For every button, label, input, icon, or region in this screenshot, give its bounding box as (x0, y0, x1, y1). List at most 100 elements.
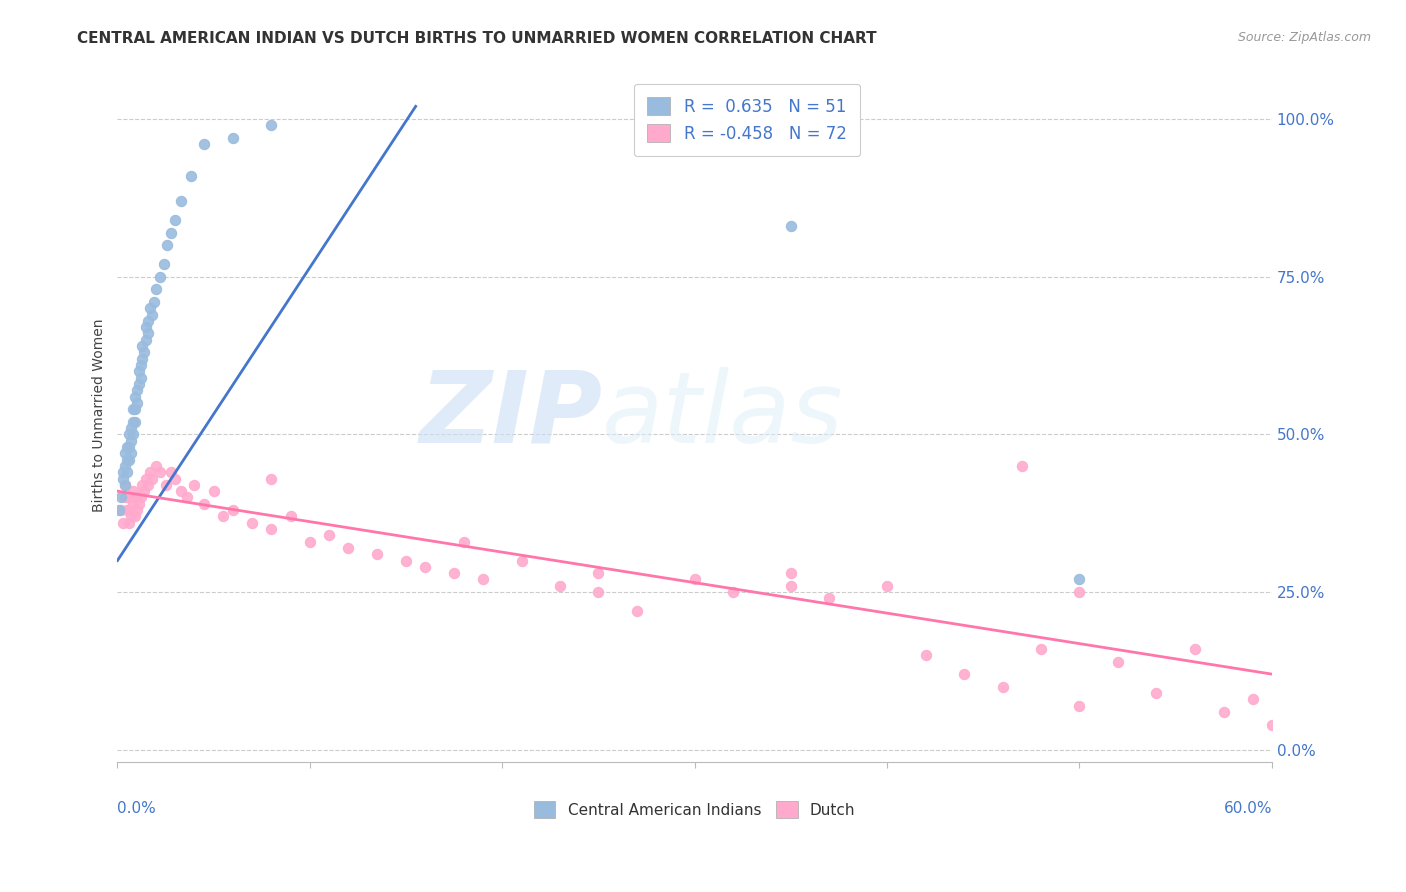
Point (165, 213, 187, 227)
Point (110, 503, 132, 517)
Point (914, 648, 936, 663)
Point (180, 169, 202, 183)
Point (114, 458, 136, 473)
Point (779, 566, 801, 581)
Point (170, 194, 193, 208)
Point (202, 484, 225, 499)
Point (212, 509, 235, 524)
Point (143, 294, 166, 309)
Point (337, 541, 360, 555)
Point (298, 534, 321, 549)
Point (112, 472, 135, 486)
Point (121, 415, 143, 429)
Point (1146, 686, 1168, 700)
Point (121, 427, 143, 442)
Point (131, 351, 153, 366)
Point (125, 396, 148, 410)
Point (318, 528, 340, 542)
Point (129, 370, 152, 384)
Point (260, 472, 283, 486)
Point (683, 573, 706, 587)
Point (721, 585, 744, 599)
Point (125, 383, 148, 397)
Point (366, 547, 388, 561)
Point (193, 137, 215, 152)
Point (141, 308, 163, 322)
Text: 0.0%: 0.0% (118, 801, 156, 815)
Point (1029, 641, 1052, 656)
Point (121, 497, 143, 511)
Point (145, 282, 167, 296)
Point (136, 326, 159, 341)
Point (1261, 717, 1284, 731)
Point (510, 553, 533, 567)
Point (139, 301, 162, 316)
Point (395, 553, 418, 567)
Point (145, 458, 167, 473)
Point (115, 503, 138, 517)
Point (118, 516, 141, 530)
Point (260, 118, 283, 132)
Point (128, 497, 150, 511)
Point (818, 591, 841, 606)
Point (136, 478, 159, 492)
Point (124, 402, 146, 417)
Point (114, 478, 136, 492)
Point (413, 560, 436, 574)
Point (453, 534, 475, 549)
Point (129, 491, 152, 505)
Point (131, 339, 153, 353)
Point (152, 257, 174, 271)
Point (1069, 573, 1091, 587)
Point (991, 680, 1014, 694)
Point (134, 345, 156, 359)
Point (548, 579, 571, 593)
Point (120, 491, 142, 505)
Point (134, 484, 156, 499)
Legend: Central American Indians, Dutch: Central American Indians, Dutch (527, 796, 862, 824)
Point (280, 509, 302, 524)
Point (160, 226, 183, 240)
Point (115, 491, 138, 505)
Point (1212, 705, 1234, 719)
Point (110, 491, 132, 505)
Point (1107, 655, 1129, 669)
Point (135, 472, 157, 486)
Point (139, 465, 162, 479)
Point (588, 585, 610, 599)
Point (1069, 698, 1091, 713)
Point (588, 566, 610, 581)
Point (155, 478, 177, 492)
Point (124, 390, 146, 404)
Point (136, 314, 159, 328)
Point (114, 491, 136, 505)
Point (128, 364, 150, 378)
Point (125, 503, 148, 517)
Point (115, 465, 138, 479)
Point (149, 269, 172, 284)
Point (779, 579, 801, 593)
Point (779, 219, 801, 234)
Point (222, 131, 245, 145)
Point (131, 478, 153, 492)
Point (128, 376, 150, 391)
Point (165, 472, 187, 486)
Point (124, 509, 146, 524)
Point (114, 478, 136, 492)
Point (118, 452, 141, 467)
Point (115, 440, 138, 454)
Point (118, 440, 141, 454)
Point (222, 503, 245, 517)
Text: ZIP: ZIP (419, 367, 602, 464)
Point (876, 579, 898, 593)
Point (124, 415, 146, 429)
Point (118, 503, 141, 517)
Point (156, 238, 179, 252)
Point (129, 358, 152, 372)
Point (472, 573, 495, 587)
Point (112, 465, 135, 479)
Point (121, 484, 143, 499)
Point (120, 446, 142, 460)
Point (114, 446, 136, 460)
Point (176, 491, 198, 505)
